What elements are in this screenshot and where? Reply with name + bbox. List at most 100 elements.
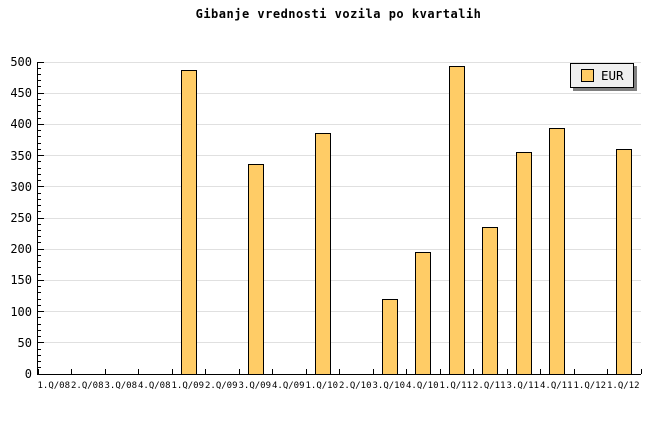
y-axis-minor-tick	[38, 242, 41, 244]
plot-area	[37, 61, 642, 375]
x-axis-tick	[439, 369, 441, 374]
gridline-y-450	[38, 92, 641, 94]
bar-3-Q-11	[515, 152, 532, 374]
x-axis-tick	[71, 369, 72, 374]
y-axis-label: 100	[10, 304, 32, 319]
gridline-y-400	[38, 123, 641, 125]
x-axis-tick	[138, 369, 139, 374]
bar-1-Q-11	[448, 65, 465, 374]
y-axis-major-tick	[38, 373, 44, 375]
y-axis-minor-tick	[38, 67, 41, 69]
y-axis-major-tick	[38, 123, 44, 125]
x-axis-label: 4.Q/08	[137, 381, 171, 391]
legend-swatch-icon	[581, 69, 594, 82]
y-axis-label: 150	[10, 273, 32, 288]
y-axis-minor-tick	[38, 105, 41, 107]
y-axis-minor-tick	[38, 229, 41, 231]
y-axis-minor-tick	[38, 367, 41, 369]
y-axis-minor-tick	[38, 148, 41, 150]
y-axis-label: 500	[10, 55, 32, 69]
y-axis-major-tick	[38, 311, 44, 313]
gridline-y-200	[38, 248, 641, 250]
x-axis-tick	[640, 369, 642, 374]
x-axis-tick	[372, 369, 374, 374]
y-axis-minor-tick	[38, 304, 41, 306]
bar-4-Q-10	[415, 252, 432, 374]
y-axis-label: 300	[10, 179, 32, 194]
y-axis-label: 350	[10, 148, 32, 163]
x-axis-label: 3.Q/08	[104, 381, 137, 391]
y-axis-minor-tick	[38, 267, 41, 269]
y-axis-minor-tick	[38, 317, 41, 319]
y-axis-minor-tick	[38, 236, 41, 238]
bar-3-Q-09	[247, 164, 264, 374]
y-axis-minor-tick	[38, 86, 41, 88]
y-axis-minor-tick	[38, 80, 41, 82]
x-axis-tick	[272, 369, 273, 374]
x-axis-label: 2.Q/09	[204, 381, 238, 391]
legend-label: EUR	[601, 68, 624, 83]
x-axis-label: 1.Q/08	[37, 381, 70, 391]
y-axis-label: 50	[17, 335, 32, 350]
bar-1-Q-10	[314, 132, 331, 374]
x-axis-tick	[205, 369, 206, 374]
y-axis-minor-tick	[38, 198, 41, 200]
y-axis-minor-tick	[38, 136, 41, 138]
bar-3-Q-10	[381, 298, 398, 374]
bar-1-Q-12	[616, 148, 633, 374]
y-axis-minor-tick	[38, 292, 41, 294]
y-axis-minor-tick	[38, 298, 41, 300]
x-axis-label: 1.Q/10	[305, 381, 338, 391]
y-axis-major-tick	[38, 155, 44, 157]
x-axis-label: 3.Q/10	[372, 381, 405, 391]
y-axis-minor-tick	[38, 273, 41, 275]
bar-4-Q-11	[549, 128, 566, 374]
y-axis-minor-tick	[38, 142, 41, 144]
x-axis-label: 2.Q/11	[472, 381, 506, 391]
y-axis-label: 250	[10, 211, 32, 225]
x-axis-tick	[473, 369, 474, 374]
y-axis-minor-tick	[38, 354, 41, 356]
y-axis-major-tick	[38, 342, 44, 344]
y-axis-minor-tick	[38, 336, 41, 338]
gridline-y-250	[38, 217, 641, 219]
y-axis-minor-tick	[38, 261, 41, 263]
y-axis-minor-tick	[38, 73, 41, 75]
x-axis-tick	[339, 369, 340, 374]
y-axis-minor-tick	[38, 192, 41, 194]
bar-1-Q-09	[180, 69, 197, 374]
y-axis-minor-tick	[38, 111, 41, 113]
gridline-y-350	[38, 155, 641, 157]
x-axis-label: 2.Q/08	[70, 381, 104, 391]
y-axis-minor-tick	[38, 167, 41, 169]
y-axis-minor-tick	[38, 117, 41, 119]
x-axis-tick	[104, 369, 106, 374]
y-axis-minor-tick	[38, 254, 41, 256]
gridline-y-100	[38, 311, 641, 313]
y-axis-minor-tick	[38, 323, 41, 325]
y-axis-major-tick	[38, 92, 44, 94]
y-axis-minor-tick	[38, 130, 41, 132]
x-axis-label: 1.Q/12	[606, 381, 640, 391]
y-axis-minor-tick	[38, 348, 41, 350]
x-axis-tick	[37, 369, 39, 374]
x-axis-label: 4.Q/09	[271, 381, 305, 391]
y-axis-minor-tick	[38, 205, 41, 207]
x-axis-label: 1.Q/11	[439, 381, 472, 391]
gridline-y-500	[38, 61, 641, 63]
gridline-y-300	[38, 186, 641, 188]
y-axis-label: 450	[10, 86, 32, 101]
x-axis-tick	[607, 369, 608, 374]
x-axis-tick	[540, 369, 541, 374]
y-axis-major-tick	[38, 248, 44, 250]
y-axis-major-tick	[38, 186, 44, 188]
x-axis-label: 2.Q/10	[338, 381, 372, 391]
x-axis-tick	[305, 369, 307, 374]
x-axis-label: 1.Q/12	[573, 381, 606, 391]
y-axis-minor-tick	[38, 223, 41, 225]
x-axis-tick	[573, 369, 575, 374]
bar-2-Q-11	[482, 227, 499, 374]
x-axis-label: 4.Q/11	[539, 381, 573, 391]
x-axis-tick	[238, 369, 240, 374]
